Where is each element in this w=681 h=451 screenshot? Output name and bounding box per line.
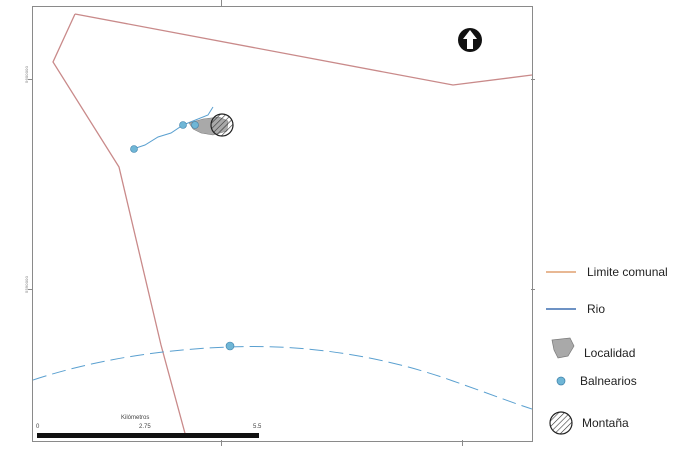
legend-label: Limite comunal: [587, 265, 668, 279]
beach-point: [179, 121, 187, 129]
coord-tick: [221, 440, 222, 446]
map-frame[interactable]: Kilómetros 0 2.75 5.5: [32, 6, 533, 442]
legend-item-mountain: Montaña: [544, 410, 629, 436]
north-arrow-icon: [458, 28, 482, 52]
coord-label-south: 5590000: [24, 276, 29, 293]
legend-item-river: Rio: [544, 302, 605, 316]
coord-tick: [28, 289, 32, 290]
coord-tick: [531, 79, 535, 80]
scale-bar: [37, 433, 259, 438]
scale-tick-mid: 2.75: [139, 424, 151, 430]
legend-label: Localidad: [584, 346, 636, 360]
coord-tick: [462, 440, 463, 446]
legend-label: Rio: [587, 302, 606, 316]
stream: [132, 106, 214, 150]
beach-point: [130, 145, 138, 153]
legend: Limite comunal Rio Localidad Balnearios …: [544, 262, 681, 442]
legend-item-locality: Localidad: [544, 336, 635, 360]
legend-item-beach: Balnearios: [544, 374, 637, 388]
map-canvas[interactable]: [33, 7, 532, 441]
main-river: [33, 346, 532, 410]
commune-boundary-west: [52, 13, 187, 438]
hatched-circle-icon: [549, 411, 573, 435]
legend-label: Montaña: [582, 416, 629, 430]
beach-point: [191, 121, 199, 129]
commune-boundary-east: [74, 13, 532, 86]
legend-item-boundary: Limite comunal: [544, 265, 668, 279]
legend-label: Balnearios: [580, 374, 637, 388]
coord-tick: [221, 0, 222, 6]
scale-tick-0: 0: [36, 424, 40, 430]
coord-tick: [531, 289, 535, 290]
blue-line-icon: [546, 308, 576, 310]
orange-line-icon: [546, 271, 576, 273]
gray-polygon-icon: [551, 337, 575, 359]
scale-tick-end: 5.5: [253, 424, 262, 430]
mountain-symbol: [210, 113, 234, 137]
coord-label-north: 5600000: [24, 66, 29, 83]
beach-point: [225, 341, 235, 351]
blue-dot-icon: [556, 376, 566, 386]
scale-unit-label: Kilómetros: [121, 415, 150, 421]
coord-tick: [28, 79, 32, 80]
